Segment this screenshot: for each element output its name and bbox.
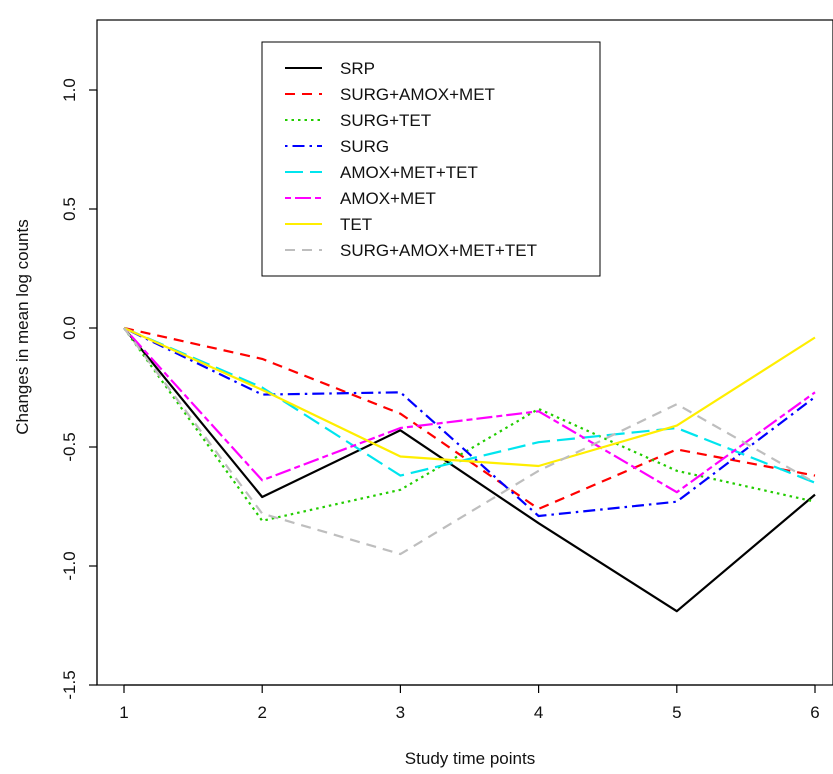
x-axis: 1 2 3 4 5 6 (119, 684, 820, 722)
legend-label: SURG+AMOX+MET (340, 85, 495, 104)
y-axis: -1.5 -1.0 -0.5 0.0 0.5 1.0 (60, 78, 98, 700)
legend-label: AMOX+MET+TET (340, 163, 478, 182)
legend-label: SURG+AMOX+MET+TET (340, 241, 537, 260)
x-tick-label: 6 (810, 703, 819, 722)
series-line (123, 326, 816, 510)
x-axis-label: Study time points (405, 749, 535, 768)
y-tick-label: -1.5 (60, 670, 79, 699)
series-line (123, 326, 816, 468)
y-axis-label: Changes in mean log counts (13, 219, 32, 434)
series-line (123, 327, 816, 518)
x-tick-label: 1 (119, 703, 128, 722)
y-tick-label: -0.5 (60, 432, 79, 461)
y-tick-label: 0.5 (60, 197, 79, 221)
legend-box (261, 41, 601, 277)
legend: SRP SURG+AMOX+MET SURG+TET SURG AMOX+MET+TET… (261, 41, 601, 277)
x-tick-label: 4 (534, 703, 543, 722)
x-tick-label: 5 (672, 703, 681, 722)
series-line (123, 327, 816, 494)
series-line (123, 327, 816, 522)
legend-label: SURG (340, 137, 389, 156)
x-tick-label: 3 (396, 703, 405, 722)
y-tick-label: 0.0 (60, 316, 79, 340)
legend-label: AMOX+MET (340, 189, 436, 208)
x-tick-label: 2 (257, 703, 266, 722)
series-line (123, 327, 816, 613)
legend-label: SRP (340, 59, 375, 78)
y-tick-label: -1.0 (60, 551, 79, 580)
series-group (123, 326, 816, 613)
y-tick-label: 1.0 (60, 78, 79, 102)
legend-label: SURG+TET (340, 111, 431, 130)
series-line (123, 326, 816, 484)
legend-label: TET (340, 215, 372, 234)
series-line (123, 327, 816, 556)
